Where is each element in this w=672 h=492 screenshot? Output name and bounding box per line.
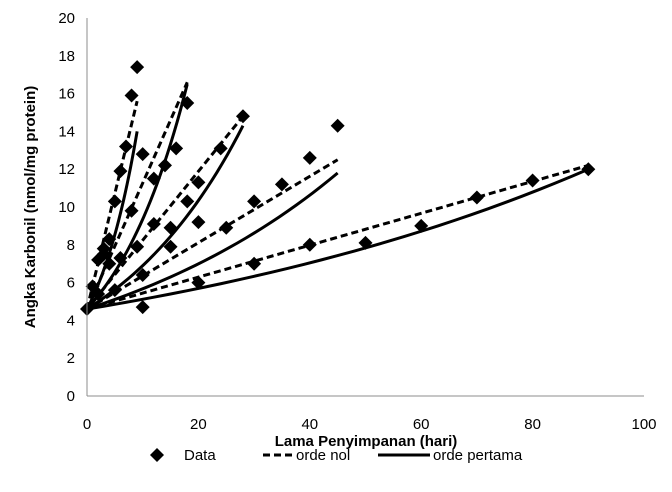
data-point-diamond	[91, 286, 106, 301]
y-tick-label: 6	[67, 275, 75, 292]
data-point-diamond	[135, 300, 150, 315]
data-point-diamond	[414, 218, 429, 233]
data-point-diamond	[469, 190, 484, 205]
data-point-diamond	[113, 164, 128, 179]
data-point-diamond	[107, 283, 122, 298]
data-point-diamond	[118, 139, 133, 154]
fit-lines	[85, 81, 589, 311]
data-point-diamond	[163, 220, 178, 235]
zero-order-fit-line	[85, 81, 189, 310]
y-tick-label: 2	[67, 350, 75, 367]
data-point-diamond	[191, 275, 206, 290]
data-point-diamond	[302, 150, 317, 165]
data-point-diamond	[247, 194, 262, 209]
data-point-diamond	[213, 141, 228, 156]
data-point-diamond	[135, 268, 150, 283]
y-tick-label: 20	[58, 10, 75, 27]
data-point-diamond	[169, 141, 184, 156]
data-point-diamond	[274, 177, 289, 192]
data-point-diamond	[180, 96, 195, 111]
data-point-diamond	[146, 217, 161, 232]
zero-order-fit-line	[86, 163, 589, 311]
y-axis-title: Angka Karbonil (nmol/mg protein)	[22, 86, 39, 329]
data-point-diamond	[581, 162, 596, 177]
y-tick-label: 0	[67, 388, 75, 405]
zero-order-fit-line	[86, 158, 339, 311]
data-point-diamond	[130, 239, 145, 254]
data-point-diamond	[96, 247, 111, 262]
data-point-diamond	[191, 175, 206, 190]
data-point-diamond	[102, 256, 117, 271]
y-tick-label: 8	[67, 237, 75, 254]
data-point-diamond	[124, 203, 139, 218]
data-point-diamond	[525, 173, 540, 188]
data-point-diamond	[163, 239, 178, 254]
data-point-diamond	[130, 60, 145, 75]
data-point-diamond	[107, 194, 122, 209]
data-point-diamond	[302, 237, 317, 252]
legend: Data orde nol orde pertama	[150, 447, 523, 464]
data-point-diamond	[358, 235, 373, 250]
y-tick-label: 4	[67, 312, 75, 329]
x-tick-label: 80	[524, 416, 541, 433]
data-point-diamond	[157, 158, 172, 173]
data-point-diamond	[219, 220, 234, 235]
axes	[86, 18, 644, 397]
zero-order-fit-line	[85, 115, 245, 311]
legend-diamond-marker	[150, 448, 164, 462]
y-tick-label: 12	[58, 161, 75, 178]
y-tick-label: 16	[58, 86, 75, 103]
data-point-diamond	[180, 194, 195, 209]
data-point-diamond	[146, 171, 161, 186]
y-tick-label: 18	[58, 48, 75, 65]
data-point-diamond	[113, 251, 128, 266]
y-tick-label: 14	[58, 123, 75, 140]
x-tick-label: 60	[413, 416, 430, 433]
first-order-fit-line	[85, 83, 189, 311]
data-point-diamond	[124, 88, 139, 103]
y-tick-label: 10	[58, 199, 75, 216]
data-points	[80, 60, 596, 317]
zero-order-fit-line	[85, 100, 139, 310]
data-point-diamond	[330, 118, 345, 133]
x-tick-label: 100	[631, 416, 656, 433]
data-point-diamond	[135, 147, 150, 162]
data-point-diamond	[235, 109, 250, 124]
data-point-diamond	[247, 256, 262, 271]
legend-label-first-order: orde pertama	[433, 447, 523, 464]
data-point-diamond	[191, 215, 206, 230]
x-tick-label: 40	[301, 416, 318, 433]
first-order-fit-line	[86, 167, 589, 311]
x-tick-label: 0	[83, 416, 91, 433]
legend-label-zero-order: orde nol	[296, 447, 350, 464]
x-axis-title: Lama Penyimpanan (hari)	[275, 433, 458, 450]
legend-label-data: Data	[184, 447, 216, 464]
first-order-fit-line	[86, 171, 339, 311]
x-tick-label: 20	[190, 416, 207, 433]
data-point-diamond	[102, 232, 117, 247]
tick-labels: 0 20 40 60 80 100 0 2 4 6 8 10 12 14 16 18 20	[58, 10, 656, 433]
